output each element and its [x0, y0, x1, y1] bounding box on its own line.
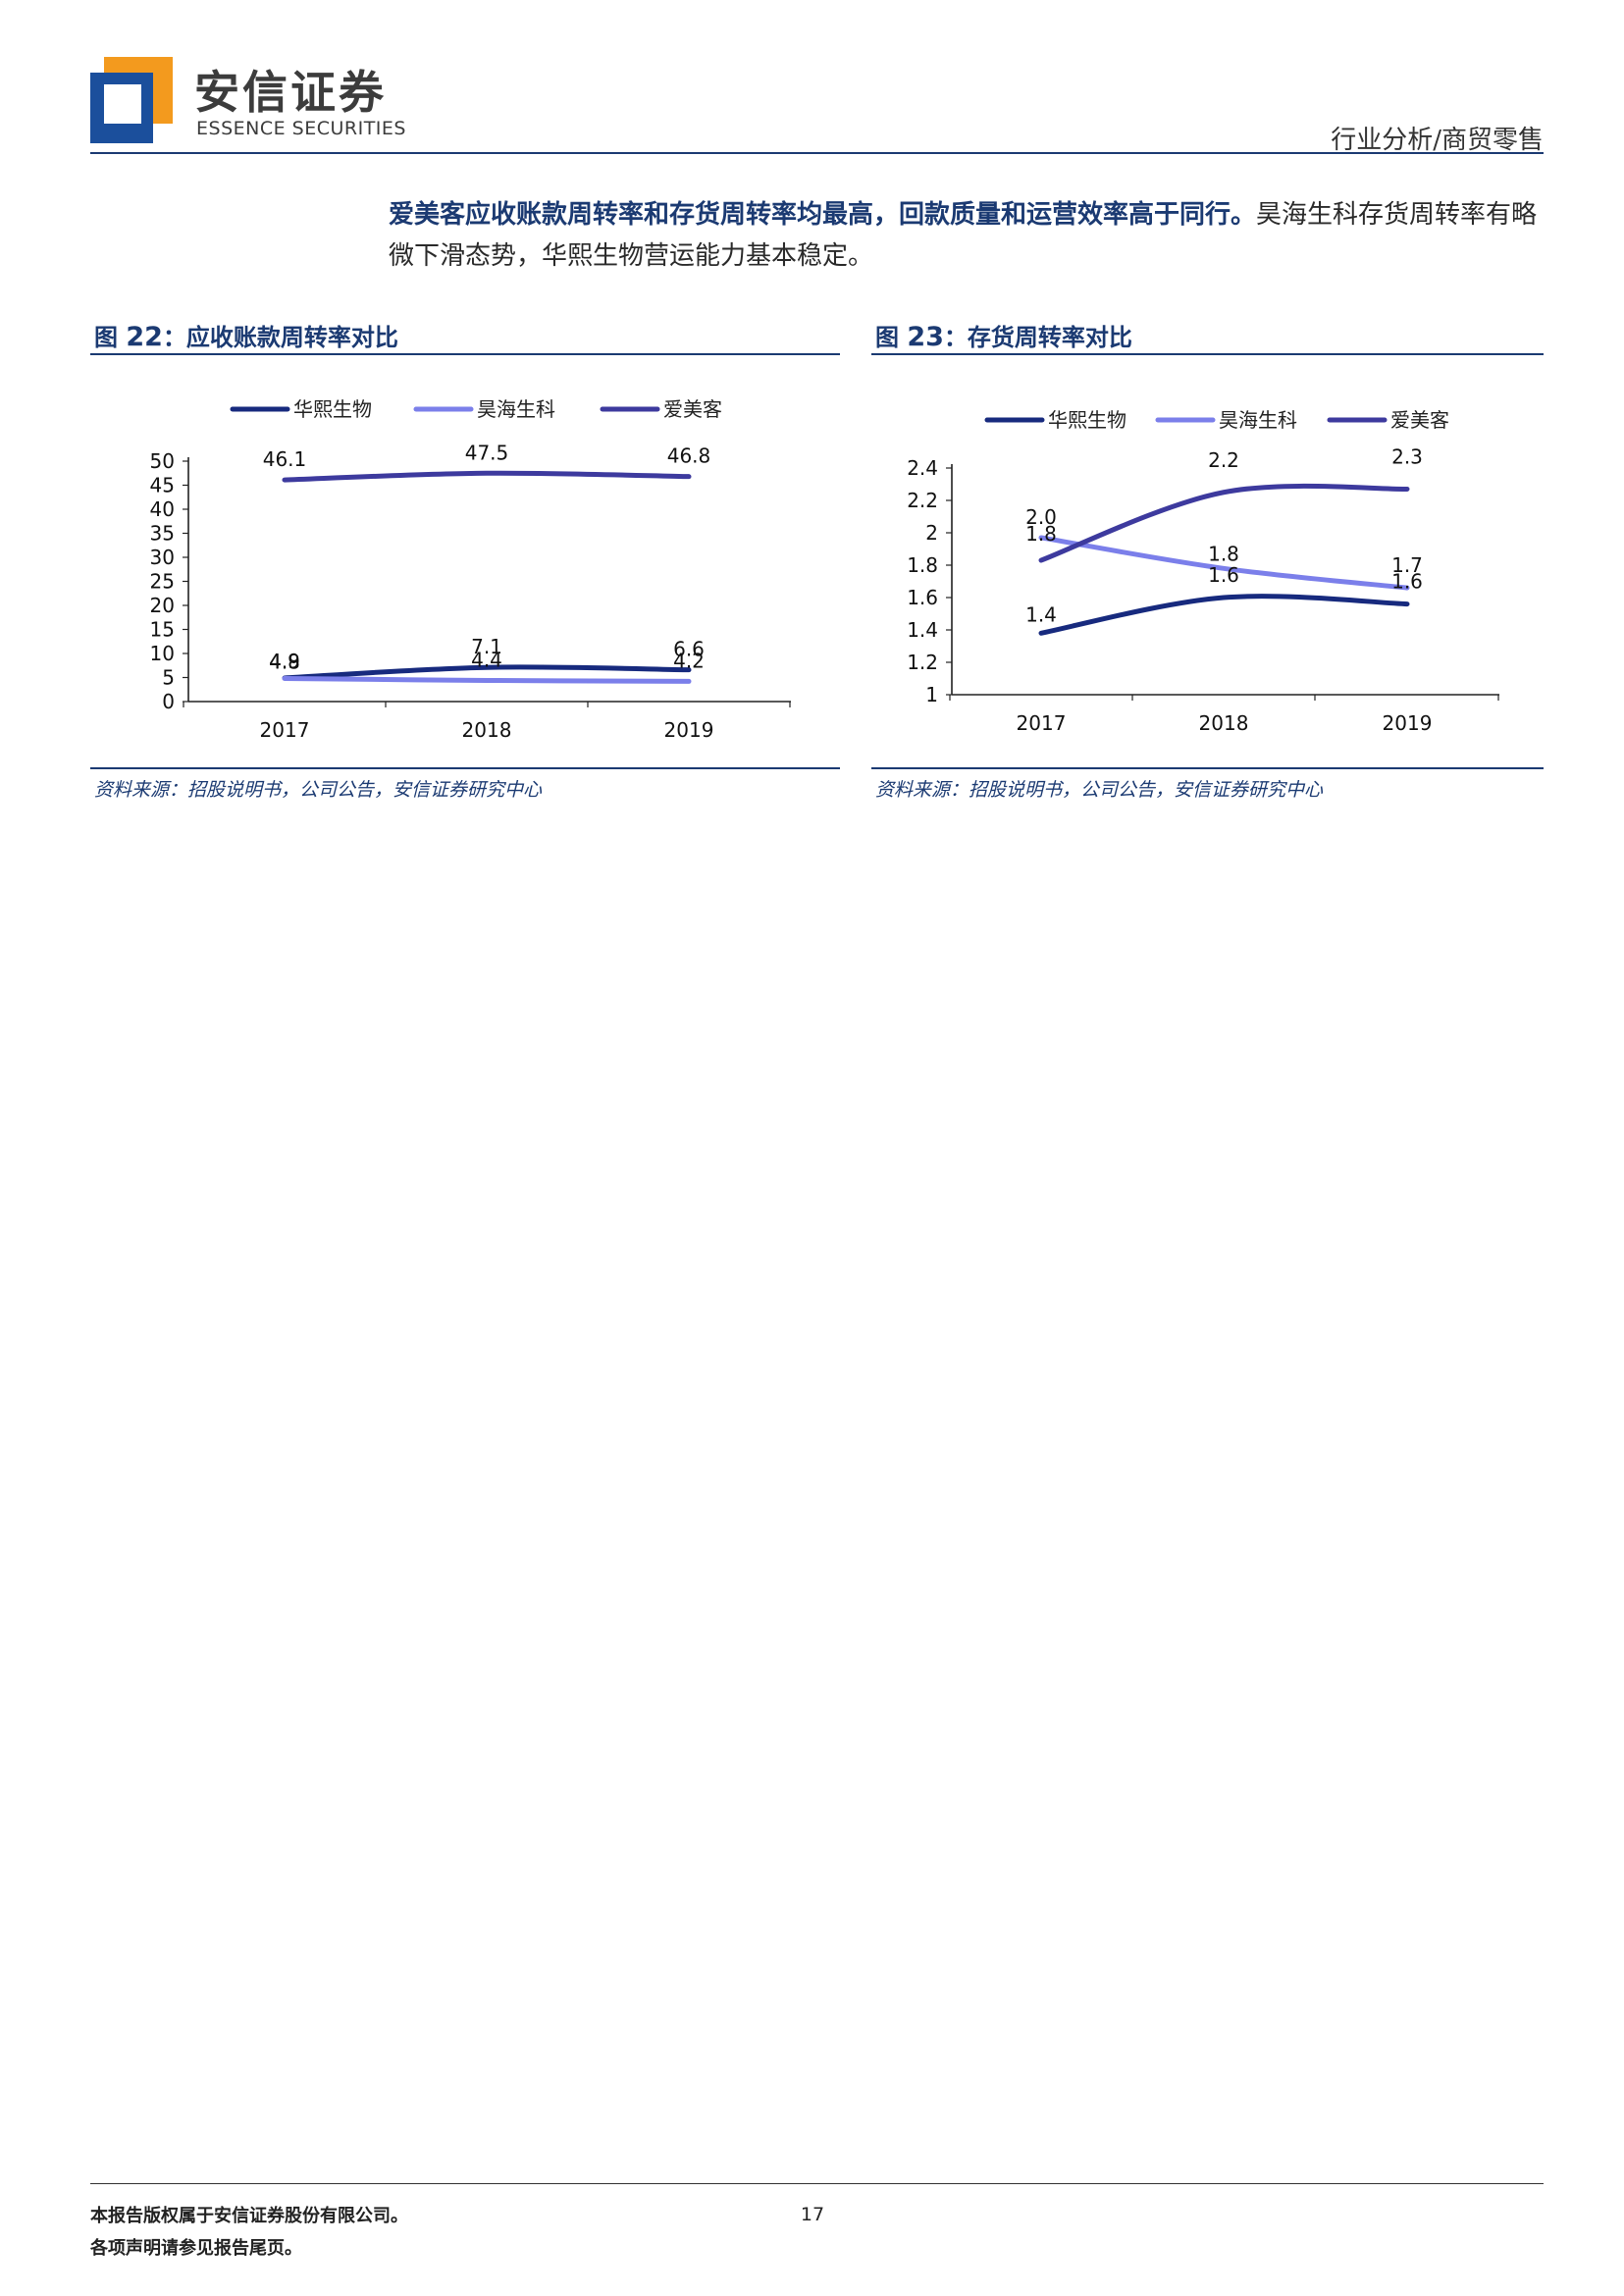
intro-paragraph: 爱美客应收账款周转率和存货周转率均最高，回款质量和运营效率高于同行。昊海生科存货… — [389, 194, 1545, 277]
y-tick-label: 2 — [925, 521, 938, 545]
intro-body: 昊海生科存货周转率有略微下滑态势，华熙生物营运能力基本稳定。 — [389, 200, 1538, 271]
data-label: 6.6 — [673, 638, 705, 661]
figure-22-title: 图 22：应收账款周转率对比 — [94, 318, 398, 352]
footer-divider — [90, 2183, 1544, 2184]
data-label: 1.6 — [1208, 563, 1239, 587]
figure-23-bottom-rule — [871, 767, 1544, 769]
data-label: 1.7 — [1391, 553, 1423, 577]
data-label: 2.2 — [1208, 448, 1239, 472]
figure-23-label: 图 — [875, 323, 899, 351]
legend-label: 爱美客 — [1390, 408, 1449, 432]
series-line — [282, 664, 692, 681]
header-divider — [90, 152, 1544, 154]
legend-label: 昊海生科 — [477, 397, 555, 421]
company-logo — [90, 57, 173, 143]
figure-23-number: 23 — [907, 322, 944, 352]
y-tick-label: 20 — [150, 594, 175, 617]
y-tick-label: 0 — [162, 690, 175, 713]
y-tick-label: 1.8 — [907, 553, 938, 577]
y-tick-label: 1 — [925, 683, 938, 706]
y-tick-label: 10 — [150, 642, 175, 665]
report-category: 行业分析/商贸零售 — [1331, 126, 1544, 155]
y-tick-label: 50 — [150, 449, 175, 473]
y-tick-label: 1.4 — [907, 618, 938, 642]
data-label: 46.1 — [263, 447, 307, 471]
x-tick-label: 2017 — [1017, 711, 1067, 735]
brand-name-en: ESSENCE SECURITIES — [196, 118, 406, 139]
data-label: 4.9 — [269, 650, 300, 673]
figure-23-title: 图 23：存货周转率对比 — [875, 318, 1132, 352]
y-tick-label: 1.2 — [907, 651, 938, 674]
x-tick-label: 2019 — [1383, 711, 1433, 735]
data-label: 2.3 — [1391, 444, 1423, 468]
brand-name-cn: 安信证券 — [194, 66, 387, 119]
y-tick-label: 2.2 — [907, 489, 938, 512]
legend-label: 爱美客 — [663, 397, 722, 421]
data-label: 4.8 — [269, 650, 300, 673]
y-tick-label: 5 — [162, 666, 175, 690]
figure-22-label: 图 — [94, 323, 118, 351]
data-label: 2.0 — [1025, 505, 1057, 529]
data-label: 46.8 — [667, 444, 711, 468]
data-label: 1.8 — [1208, 542, 1239, 565]
figure-23-title-rule — [871, 353, 1544, 355]
series-line — [282, 675, 692, 684]
legend-label: 华熙生物 — [1048, 408, 1126, 432]
figure-22-source: 资料来源：招股说明书，公司公告，安信证券研究中心 — [94, 779, 543, 801]
y-tick-label: 45 — [150, 474, 175, 497]
figure-22-title-rule — [90, 353, 840, 355]
figure-23-caption: ：存货周转率对比 — [943, 323, 1132, 351]
y-tick-label: 15 — [150, 618, 175, 642]
figure-22-number: 22 — [126, 322, 163, 352]
intro-highlight: 爱美客应收账款周转率和存货周转率均最高，回款质量和运营效率高于同行。 — [389, 200, 1257, 230]
y-tick-label: 30 — [150, 546, 175, 569]
y-tick-label: 35 — [150, 522, 175, 546]
y-tick-label: 25 — [150, 570, 175, 594]
y-tick-label: 1.6 — [907, 586, 938, 609]
data-label: 47.5 — [465, 441, 509, 464]
y-tick-label: 40 — [150, 497, 175, 521]
data-label: 4.2 — [673, 649, 705, 672]
series-line — [1038, 594, 1410, 636]
data-label: 1.6 — [1391, 570, 1423, 594]
page-number: 17 — [800, 2204, 825, 2225]
y-tick-label: 2.4 — [907, 456, 938, 480]
x-tick-label: 2018 — [462, 718, 512, 742]
footer-disclaimer: 各项声明请参见报告尾页。 — [90, 2238, 302, 2259]
x-tick-label: 2017 — [260, 718, 310, 742]
x-tick-label: 2019 — [664, 718, 714, 742]
figure-22-caption: ：应收账款周转率对比 — [162, 323, 398, 351]
figure-22-bottom-rule — [90, 767, 840, 769]
figure-23-source: 资料来源：招股说明书，公司公告，安信证券研究中心 — [875, 779, 1324, 801]
series-line — [1038, 483, 1410, 563]
data-label: 1.4 — [1025, 602, 1057, 626]
legend-label: 昊海生科 — [1219, 408, 1297, 432]
legend-label: 华熙生物 — [293, 397, 372, 421]
data-label: 1.8 — [1025, 522, 1057, 546]
series-line — [282, 470, 692, 483]
series-line — [1038, 535, 1410, 591]
footer-copyright: 本报告版权属于安信证券股份有限公司。 — [90, 2206, 408, 2226]
data-label: 7.1 — [471, 635, 502, 658]
data-label: 4.4 — [471, 648, 502, 671]
x-tick-label: 2018 — [1199, 711, 1249, 735]
